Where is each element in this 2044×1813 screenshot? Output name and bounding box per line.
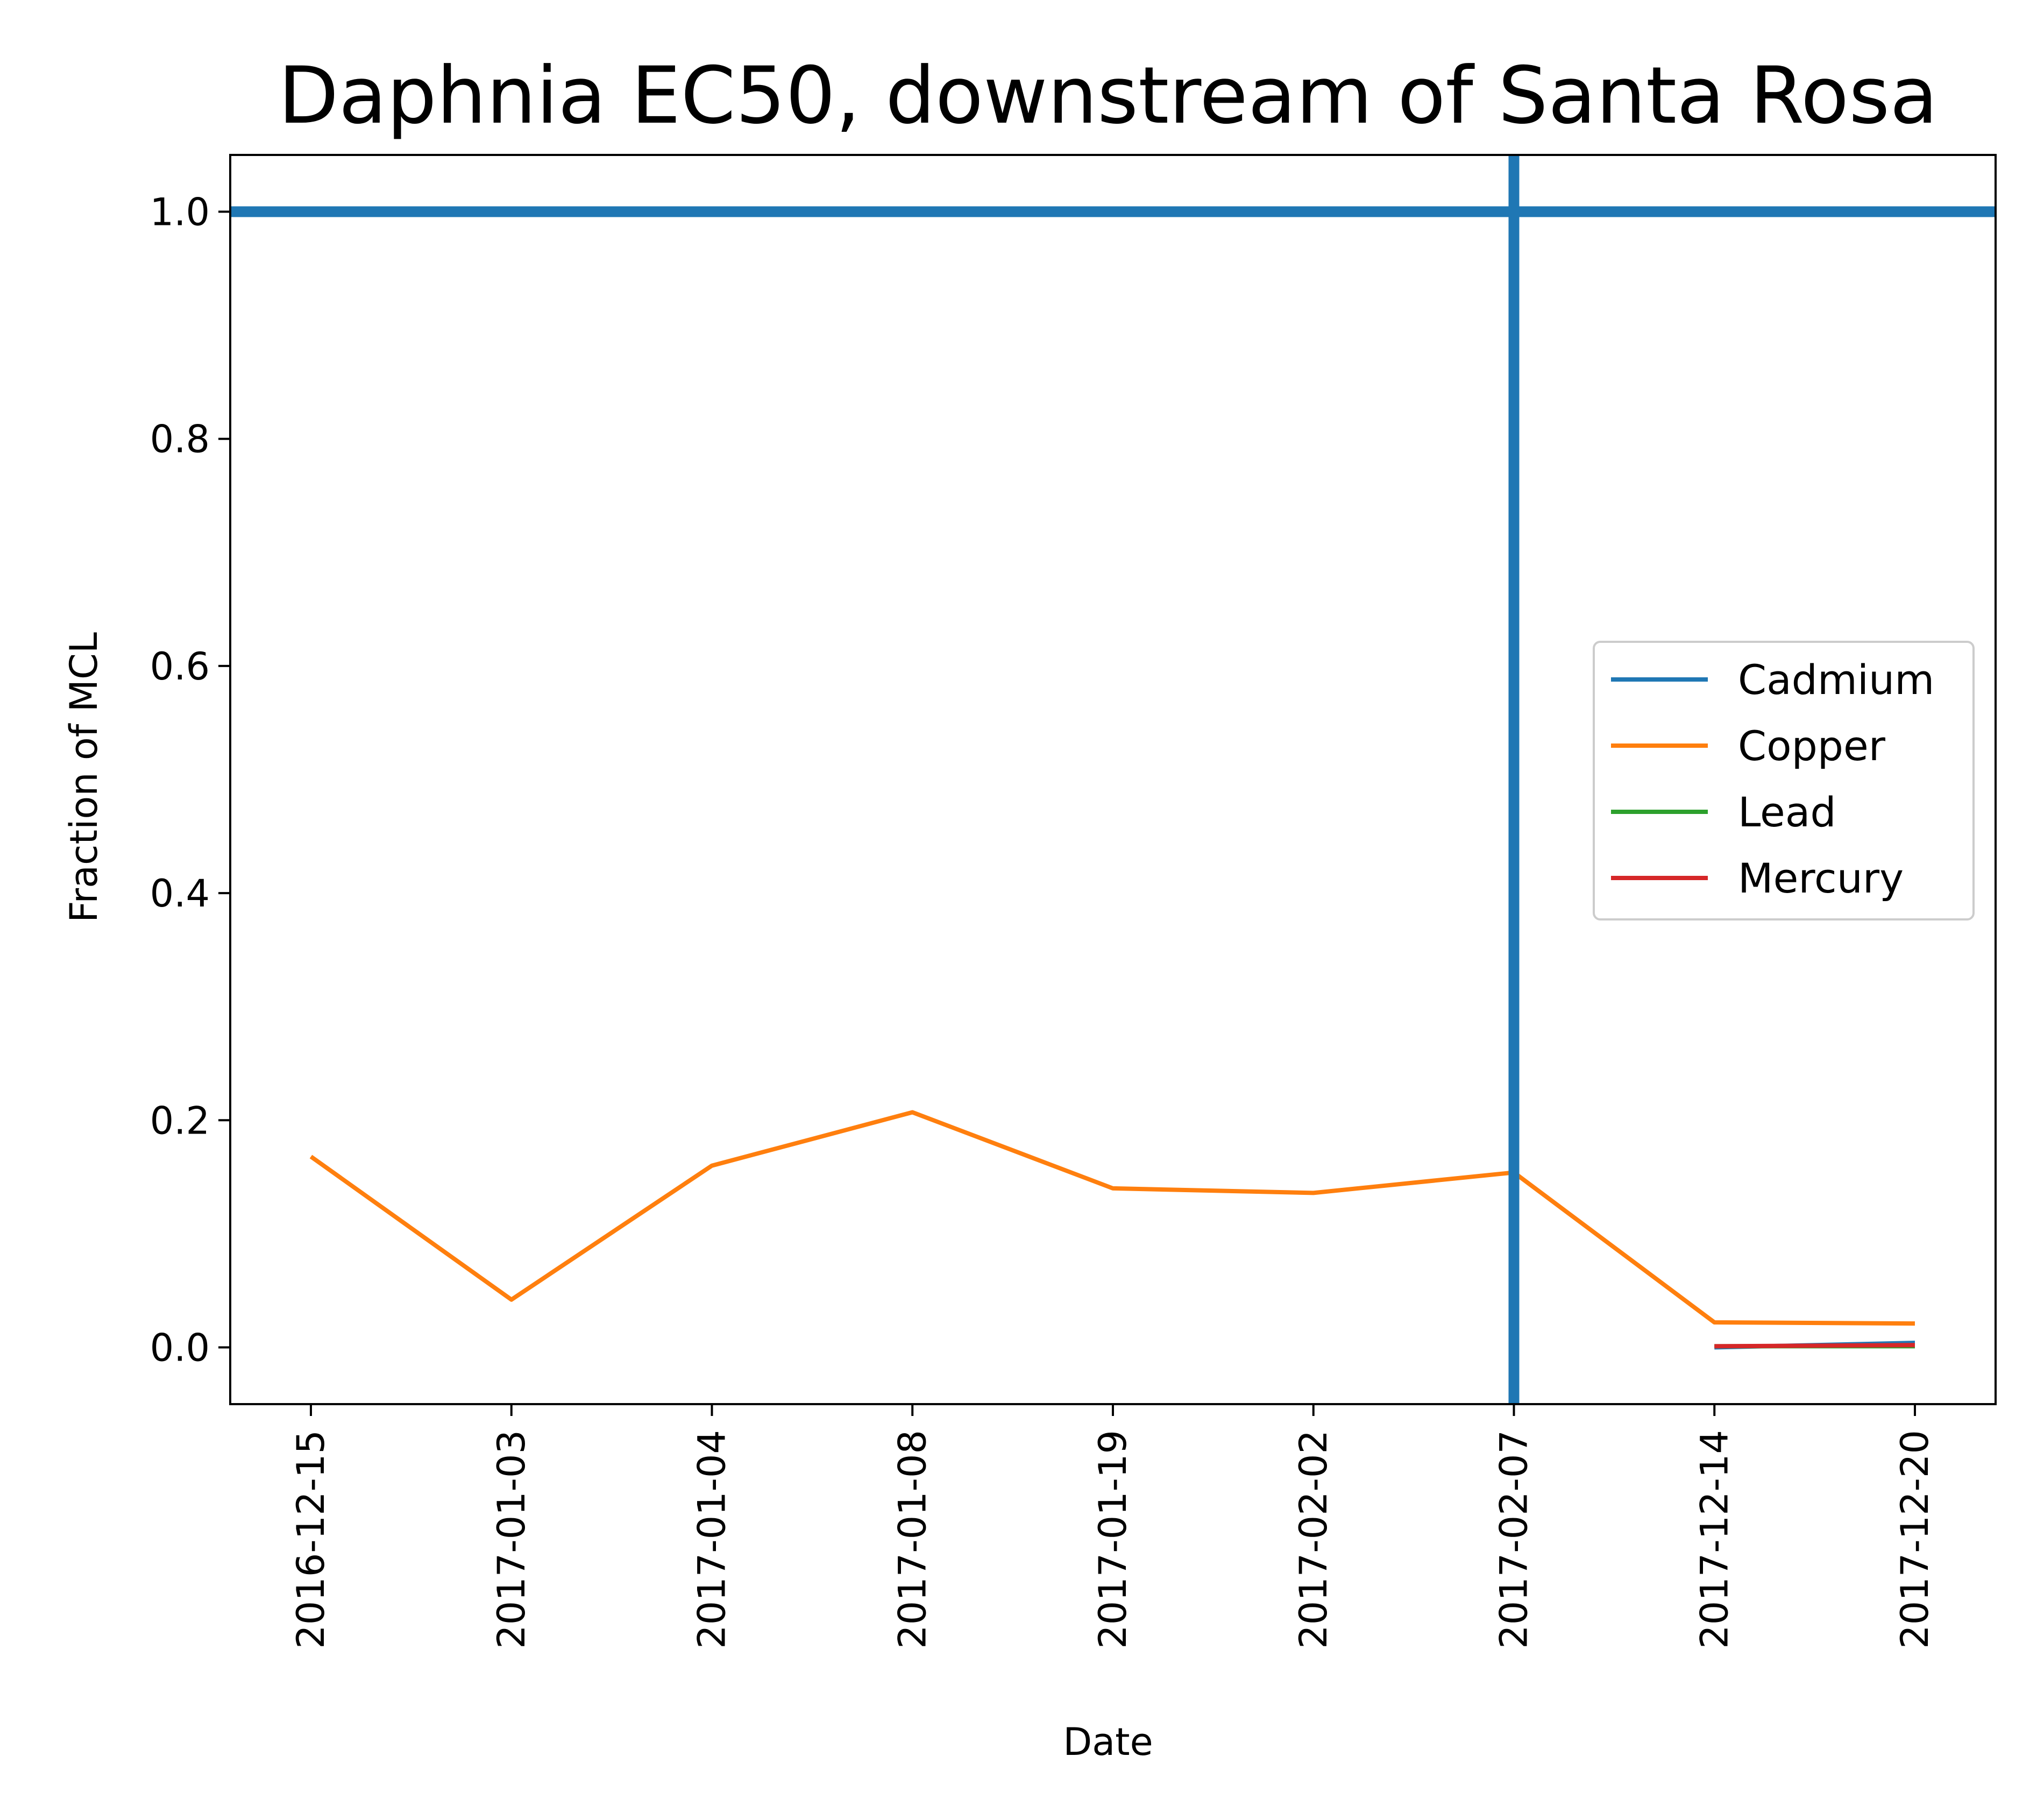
legend-label: Cadmium xyxy=(1738,656,1934,704)
plot-area xyxy=(230,155,1996,1404)
y-tick-label: 0.8 xyxy=(150,417,210,462)
x-tick-label: 2017-12-20 xyxy=(1893,1430,1937,1649)
x-tick-label: 2016-12-15 xyxy=(289,1430,333,1649)
legend-label: Mercury xyxy=(1738,854,1904,902)
x-tick-label: 2017-02-02 xyxy=(1291,1430,1336,1649)
legend-box xyxy=(1593,641,1975,920)
y-tick-label: 0.0 xyxy=(150,1326,210,1370)
x-axis-label: Date xyxy=(1063,1720,1153,1764)
series-line-copper xyxy=(309,1110,1915,1326)
y-tick-label: 0.2 xyxy=(150,1099,210,1143)
legend-label: Copper xyxy=(1738,722,1886,770)
y-axis-label: Fraction of MCL xyxy=(62,632,106,923)
chart-title: Daphnia EC50, downstream of Santa Rosa xyxy=(278,50,1938,141)
x-tick-label: 2017-12-14 xyxy=(1692,1430,1736,1649)
legend: Cadmium Copper Lead Mercury xyxy=(1593,641,1975,920)
y-tick-label: 1.0 xyxy=(150,190,210,235)
y-tick-label: 0.4 xyxy=(150,872,210,916)
x-tick-label: 2017-02-07 xyxy=(1492,1430,1536,1649)
x-tick-label: 2017-01-04 xyxy=(690,1430,734,1649)
series-line-mercury xyxy=(1714,1343,1915,1349)
axis-ticks: 2016-12-15 2017-01-03 2017-01-04 2017-01-08… xyxy=(150,190,1937,1649)
y-tick-label: 0.6 xyxy=(150,645,210,689)
x-tick-label: 2017-01-08 xyxy=(890,1430,934,1649)
legend-label: Lead xyxy=(1738,788,1836,836)
x-tick-label: 2017-01-19 xyxy=(1091,1430,1135,1649)
x-tick-label: 2017-01-03 xyxy=(489,1430,534,1649)
